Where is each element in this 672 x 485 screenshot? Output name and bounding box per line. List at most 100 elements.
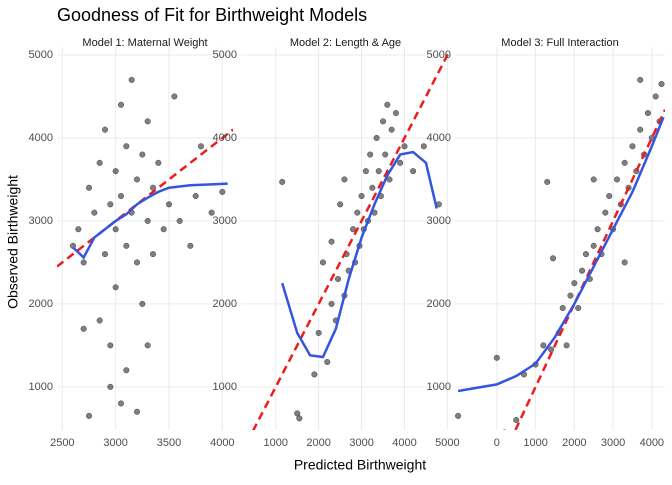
data-point: [567, 292, 574, 299]
data-point: [80, 259, 87, 266]
data-point: [334, 275, 342, 283]
y-tick-label: 5000: [29, 49, 53, 61]
data-point: [621, 159, 628, 166]
data-point: [652, 93, 659, 100]
data-point: [563, 342, 570, 349]
data-point: [197, 143, 205, 150]
data-point: [328, 238, 335, 245]
data-point: [107, 342, 114, 349]
chart-title: Goodness of Fit for Birthweight Models: [57, 5, 367, 25]
data-point: [133, 408, 141, 415]
smooth-line: [72, 182, 228, 260]
y-tick-label: 3000: [213, 215, 237, 227]
data-point: [139, 151, 146, 158]
data-point: [171, 93, 178, 100]
data-point: [410, 168, 417, 175]
data-point: [392, 110, 399, 117]
panel-title: Model 1: Maternal Weight: [82, 37, 207, 49]
data-point: [112, 168, 119, 175]
x-tick-label: 2000: [562, 437, 586, 449]
data-point: [296, 415, 303, 422]
data-point: [144, 342, 151, 349]
data-point: [384, 101, 391, 108]
x-tick-label: 2500: [50, 437, 74, 449]
data-point: [117, 101, 125, 108]
data-point: [590, 242, 597, 249]
data-point: [187, 242, 194, 249]
data-point: [493, 354, 500, 361]
data-point: [112, 284, 119, 291]
data-point: [128, 76, 135, 83]
y-tick-label: 2000: [29, 298, 53, 310]
x-tick-label: 3000: [349, 437, 373, 449]
data-point: [629, 143, 636, 150]
data-point: [133, 176, 141, 183]
data-point: [101, 251, 109, 258]
data-point: [455, 412, 462, 419]
data-point: [549, 255, 557, 262]
data-point: [613, 176, 621, 183]
data-point: [165, 201, 173, 208]
data-point: [85, 412, 93, 419]
data-point: [602, 209, 609, 216]
data-point: [375, 168, 382, 175]
data-point: [606, 192, 613, 200]
smooth-line: [457, 116, 665, 393]
x-axis-label: Predicted Birthweight: [294, 457, 426, 473]
data-point: [96, 159, 103, 166]
y-tick-label: 5000: [427, 49, 451, 61]
reference-line: [514, 109, 665, 430]
data-point: [544, 178, 551, 185]
data-point: [401, 143, 408, 150]
data-point: [80, 325, 87, 332]
data-point: [144, 217, 151, 224]
x-tick-label: 3000: [601, 437, 625, 449]
data-point: [382, 151, 389, 158]
data-point: [133, 259, 141, 266]
data-point: [279, 178, 286, 185]
data-point: [559, 304, 566, 312]
data-point: [590, 176, 597, 183]
panel: [241, 47, 450, 430]
data-point: [176, 217, 183, 224]
y-axis-label: Observed Birthweight: [5, 175, 21, 309]
data-point: [582, 251, 590, 258]
data-point: [192, 192, 199, 200]
data-point: [658, 80, 665, 88]
data-point: [337, 201, 344, 208]
data-point: [208, 209, 215, 216]
data-point: [91, 209, 98, 216]
data-point: [315, 329, 322, 336]
panel-title: Model 3: Full Interaction: [501, 37, 618, 49]
y-tick-label: 3000: [427, 215, 451, 227]
data-point: [112, 226, 119, 233]
y-tick-label: 1000: [427, 381, 451, 393]
panel: [57, 47, 233, 430]
data-point: [75, 226, 82, 233]
data-point: [579, 267, 586, 274]
data-point: [571, 280, 578, 287]
y-tick-label: 3000: [29, 215, 53, 227]
data-point: [637, 126, 644, 133]
data-point: [144, 118, 151, 125]
x-tick-label: 3000: [103, 437, 127, 449]
data-point: [420, 143, 427, 150]
data-point: [349, 226, 357, 233]
data-point: [160, 226, 167, 233]
y-tick-label: 2000: [427, 298, 451, 310]
data-point: [369, 184, 376, 191]
data-point: [644, 110, 652, 117]
x-tick-label: 4000: [392, 437, 416, 449]
x-tick-label: 4000: [640, 437, 664, 449]
y-tick-label: 5000: [213, 49, 237, 61]
data-point: [548, 346, 555, 353]
smooth-line: [281, 150, 438, 359]
data-point: [294, 410, 301, 417]
data-point: [328, 300, 335, 307]
y-tick-label: 4000: [427, 132, 451, 144]
data-point: [123, 143, 130, 150]
data-point: [117, 400, 125, 407]
data-point: [540, 342, 547, 349]
data-point: [107, 201, 114, 208]
x-tick-label: 3500: [157, 437, 181, 449]
